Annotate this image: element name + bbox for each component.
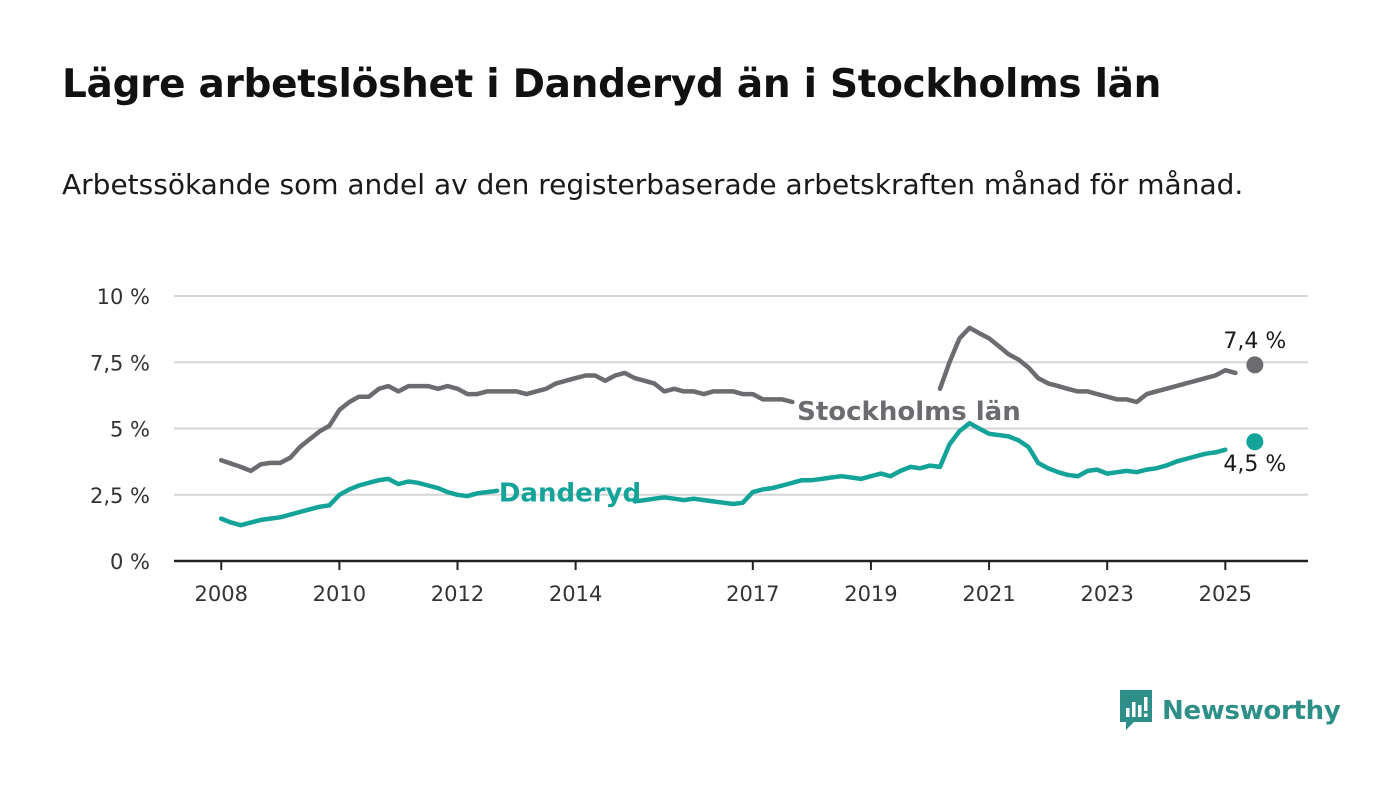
x-tick-label: 2010 — [313, 582, 366, 606]
chart-title: Lägre arbetslöshet i Danderyd än i Stock… — [62, 62, 1162, 107]
newsworthy-logo-icon — [1120, 690, 1152, 730]
x-tick-label: 2021 — [962, 582, 1015, 606]
x-tick-label: 2017 — [726, 582, 779, 606]
series-labels: 7,4 % 4,5 % Stockholms län Danderyd — [499, 329, 1286, 509]
series-end-marker — [1246, 356, 1264, 374]
data-series — [218, 325, 1264, 528]
y-tick-label: 10 % — [97, 285, 150, 309]
y-tick-label: 7,5 % — [90, 351, 150, 375]
series-line-stockholms-lan — [218, 370, 795, 474]
x-tick-label: 2023 — [1080, 582, 1133, 606]
series-line-danderyd — [632, 420, 1228, 507]
y-tick-label: 5 % — [110, 418, 150, 442]
x-tick-label: 2025 — [1199, 582, 1252, 606]
chart-subtitle: Arbetssökande som andel av den registerb… — [62, 168, 1244, 201]
x-tick-label: 2014 — [549, 582, 602, 606]
grid-lines — [174, 295, 1308, 496]
brand-name: Newsworthy — [1162, 696, 1341, 726]
x-axis: 2008 2010 2012 2014 2017 2019 2021 2023 2025 — [174, 559, 1308, 606]
series-line-danderyd — [218, 476, 500, 528]
x-tick-label: 2012 — [431, 582, 484, 606]
newsworthy-brand: Newsworthy — [1118, 688, 1341, 734]
series-end-marker — [1246, 433, 1264, 451]
series-end-value-label: 4,5 % — [1223, 452, 1286, 477]
series-name-label: Danderyd — [499, 478, 641, 508]
y-tick-label: 2,5 % — [90, 484, 150, 508]
series-line-stockholms-lan — [937, 325, 1238, 405]
y-tick-label: 0 % — [110, 550, 150, 574]
series-name-label: Stockholms län — [797, 397, 1021, 427]
x-tick-label: 2008 — [195, 582, 248, 606]
x-tick-label: 2019 — [844, 582, 897, 606]
y-axis-tick-labels: 0 % 2,5 % 5 % 7,5 % 10 % — [90, 285, 150, 574]
series-end-value-label: 7,4 % — [1223, 329, 1286, 354]
